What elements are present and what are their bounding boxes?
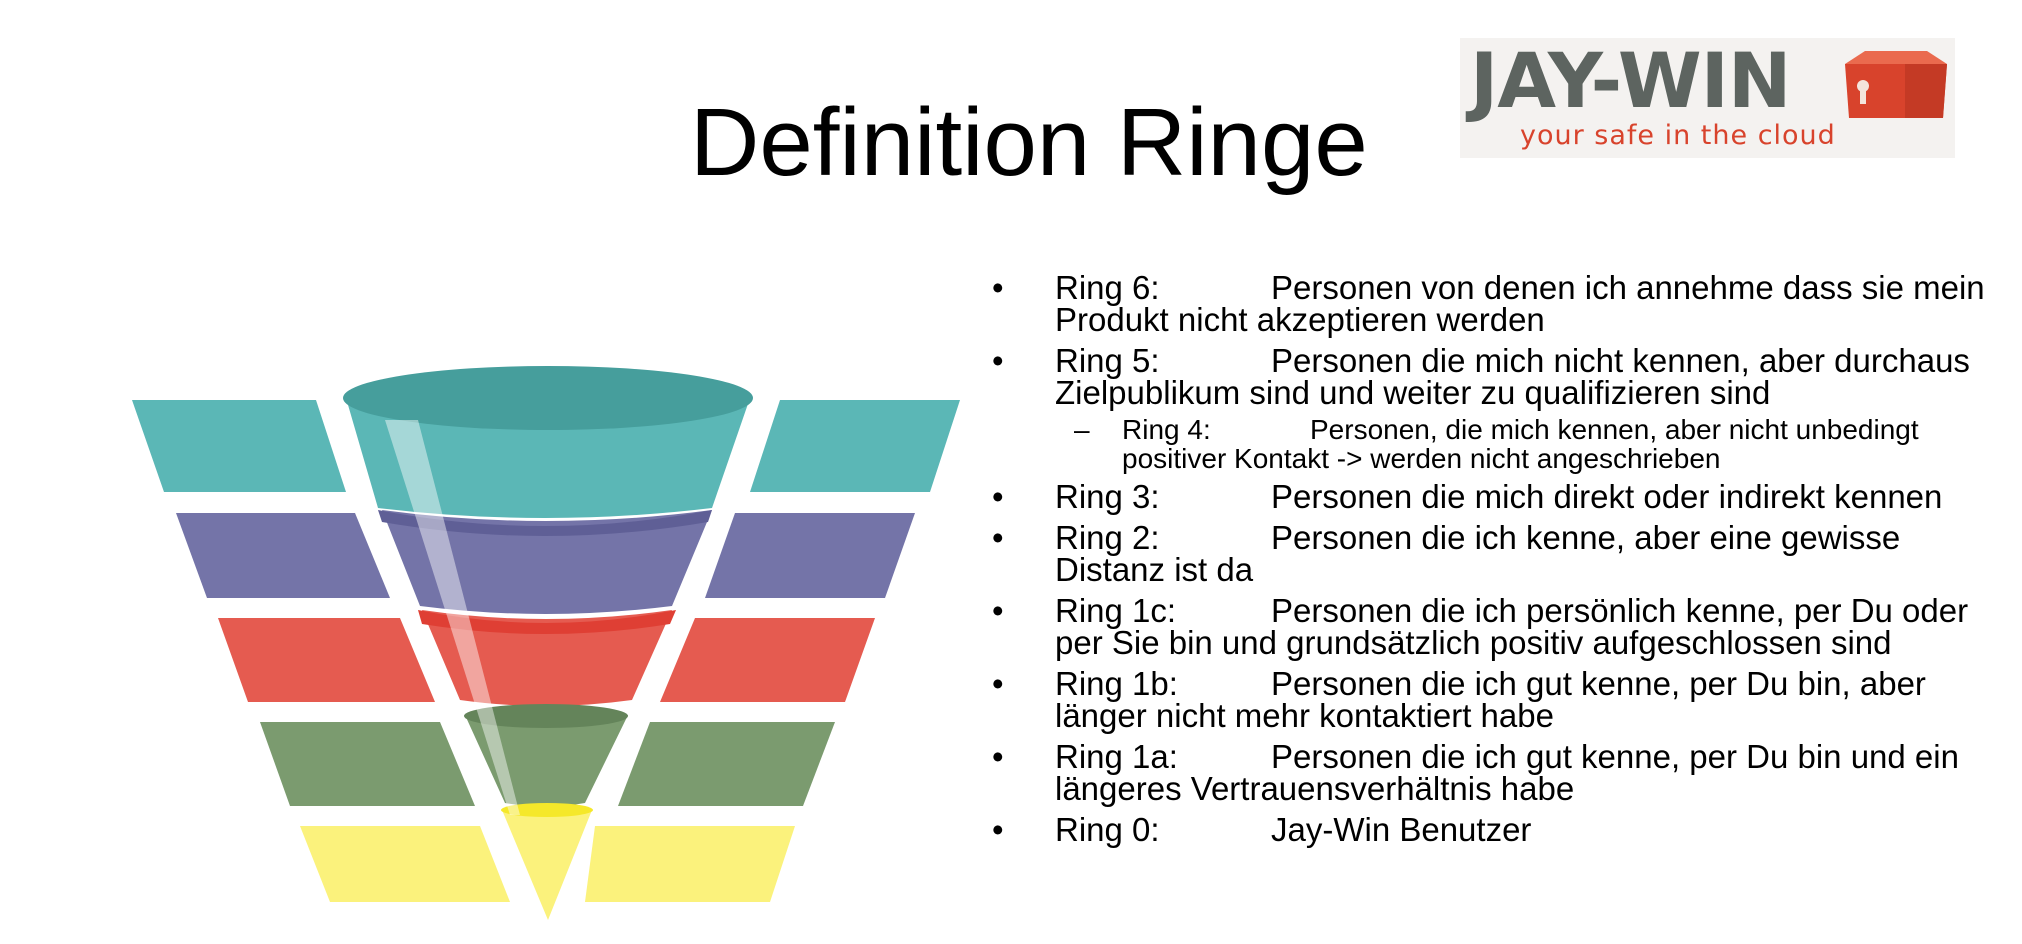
dash-bullet: –	[1074, 414, 1090, 445]
cone-rim-1	[464, 704, 628, 728]
bullet: •	[992, 478, 1004, 515]
ring-item-4: – Ring 4: Personen, die mich kennen, aber …	[990, 415, 1990, 473]
ring-description: Personen, die mich kennen, aber nicht un…	[1122, 414, 1919, 474]
ring-description: Personen von denen ich annehme dass sie …	[1055, 269, 1985, 338]
ring-label: Ring 4:	[1122, 414, 1211, 445]
ring-label: Ring 1c:	[1055, 592, 1177, 629]
ring-item-6: • Ring 6: Personen von denen ich annehme d…	[990, 269, 1990, 338]
band-left-1	[260, 722, 475, 806]
band-right-1	[618, 722, 835, 806]
ring-description: Personen die mich nicht kennen, aber dur…	[1055, 342, 1970, 411]
ring-item-0: • Ring 0: Jay-Win Benutzer	[990, 811, 1990, 848]
slide-title: Definition Ringe	[690, 89, 1368, 196]
bullet: •	[992, 519, 1004, 556]
band-left-5	[176, 513, 390, 598]
cone-tip-0	[502, 810, 592, 920]
cone-level-6	[346, 398, 750, 518]
bullet: •	[992, 738, 1004, 775]
bullet: •	[992, 269, 1004, 306]
funnel-diagram	[132, 366, 960, 920]
safe-box-icon	[1845, 51, 1947, 118]
band-left-3	[218, 618, 435, 702]
cone-level-5	[382, 510, 712, 614]
cone-rim-0	[501, 803, 593, 817]
cone-rim-3	[418, 610, 676, 634]
ring-description: Personen die ich persönlich kenne, per D…	[1055, 592, 1969, 661]
bullet: •	[992, 592, 1004, 629]
logo-tagline: your safe in the cloud	[1520, 120, 1836, 151]
ring-definition-list: • Ring 6: Personen von denen ich annehme d…	[990, 269, 1990, 855]
ring-item-1c: • Ring 1c: Personen die ich persönlich ken…	[990, 592, 1990, 661]
cone-level-3	[422, 610, 672, 706]
band-right-6	[750, 400, 960, 492]
band-right-0	[585, 826, 795, 902]
funnel-cone	[343, 366, 753, 920]
ring-description: Personen die ich gut kenne, per Du bin, …	[1055, 665, 1926, 734]
ring-description: Jay-Win Benutzer	[1271, 811, 1532, 848]
ring-description: Personen die ich gut kenne, per Du bin u…	[1055, 738, 1959, 807]
ring-label: Ring 5:	[1055, 342, 1160, 379]
ring-item-5: • Ring 5: Personen die mich nicht kennen, …	[990, 342, 1990, 411]
band-right-5	[705, 513, 915, 598]
cone-rim-5	[378, 510, 712, 536]
funnel-side-bands	[132, 400, 960, 902]
ring-description: Personen die mich direkt oder indirekt k…	[1271, 478, 1943, 515]
ring-item-1b: • Ring 1b: Personen die ich gut kenne, per…	[990, 665, 1990, 734]
band-left-6	[132, 400, 346, 492]
cone-level-1	[465, 715, 628, 807]
logo-wordmark: JAY-WIN	[1470, 36, 1792, 125]
cone-highlight	[385, 420, 520, 815]
ring-item-2: • Ring 2: Personen die ich kenne, aber ein…	[990, 519, 1990, 588]
band-right-3	[660, 618, 875, 702]
ring-label: Ring 1b:	[1055, 665, 1178, 702]
ring-label: Ring 6:	[1055, 269, 1160, 306]
ring-label: Ring 3:	[1055, 478, 1160, 515]
ring-label: Ring 2:	[1055, 519, 1160, 556]
bullet: •	[992, 665, 1004, 702]
ring-description: Personen die ich kenne, aber eine gewiss…	[1055, 519, 1901, 588]
ring-label: Ring 0:	[1055, 811, 1160, 848]
ring-item-3: • Ring 3: Personen die mich direkt oder in…	[990, 478, 1990, 515]
cone-top-6	[343, 366, 753, 430]
ring-item-1a: • Ring 1a: Personen die ich gut kenne, per…	[990, 738, 1990, 807]
bullet: •	[992, 342, 1004, 379]
band-left-0	[300, 826, 510, 902]
bullet: •	[992, 811, 1004, 848]
ring-label: Ring 1a:	[1055, 738, 1178, 775]
jay-win-logo: JAY-WIN your safe in the cloud	[1460, 36, 1955, 158]
